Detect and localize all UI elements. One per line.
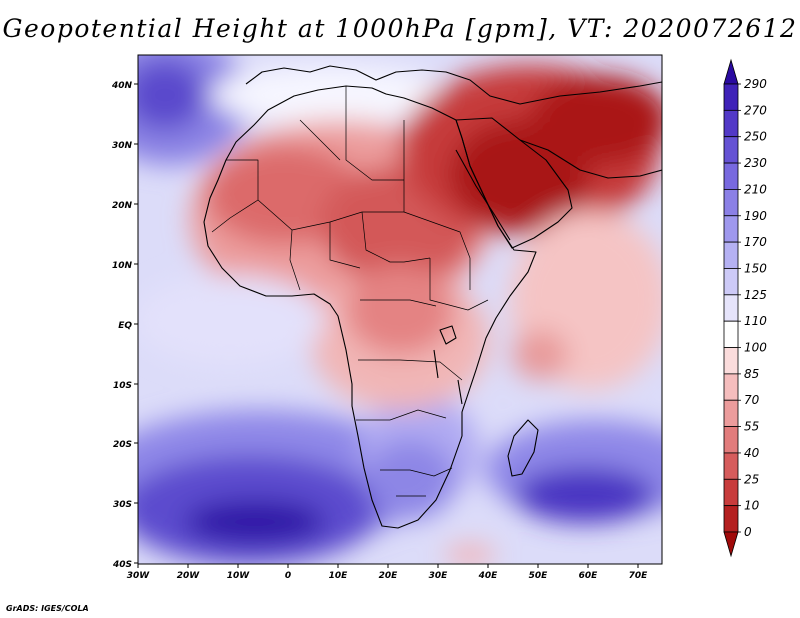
colorbar-label: 70 xyxy=(744,393,760,407)
colorbar-swatch xyxy=(723,215,739,243)
latitude-axis xyxy=(134,83,138,564)
country-borders xyxy=(211,86,489,497)
colorbar-label: 110 xyxy=(744,314,767,328)
map-frame xyxy=(137,54,663,565)
lon-label-70e: 70E xyxy=(629,571,649,581)
colorbar-label: 40 xyxy=(744,446,760,460)
iran-coast xyxy=(519,139,662,179)
lon-label-30e: 30E xyxy=(429,571,449,581)
lake-tanganyika xyxy=(433,349,439,379)
lat-label-10s: 10S xyxy=(113,381,132,391)
colorbar-label: 210 xyxy=(744,182,767,196)
colorbar-max-triangle xyxy=(723,58,739,85)
colorbar-swatch xyxy=(723,109,739,138)
colorbar-swatch xyxy=(723,426,739,454)
madagascar xyxy=(507,419,539,477)
africa-coastline xyxy=(203,85,537,529)
longitude-axis xyxy=(137,564,639,568)
colorbar-swatch xyxy=(723,294,739,322)
lake-victoria xyxy=(439,325,457,345)
colorbar-swatch xyxy=(723,505,739,533)
lon-label-60e: 60E xyxy=(579,571,599,581)
map-title: Geopotential Height at 1000hPa [gpm], VT… xyxy=(2,14,798,43)
grads-credit: GrADS: IGES/COLA xyxy=(6,604,89,613)
lat-label-10n: 10N xyxy=(112,261,133,271)
colorbar-swatch xyxy=(723,452,739,480)
lat-label-30s: 30S xyxy=(113,500,132,510)
height-field xyxy=(138,55,662,564)
lon-label-40e: 40E xyxy=(478,571,499,581)
colorbar-swatch xyxy=(723,136,739,164)
colorbar-label: 190 xyxy=(744,209,767,223)
colorbar-label: 0 xyxy=(744,525,752,539)
europe-coast xyxy=(245,65,662,105)
colorbar-swatch xyxy=(723,241,739,269)
lon-label-10w: 10W xyxy=(227,571,251,581)
colorbar-label: 100 xyxy=(744,341,767,355)
colorbar-label: 150 xyxy=(744,261,767,275)
lat-label-40n: 40N xyxy=(111,81,133,91)
lon-label-50e: 50E xyxy=(529,571,549,581)
colorbar-label: 25 xyxy=(744,472,759,486)
colorbar-label: 10 xyxy=(744,499,760,513)
colorbar-swatch xyxy=(723,268,739,296)
lat-label-30n: 30N xyxy=(112,141,133,151)
coastlines xyxy=(203,65,662,529)
lon-label-20e: 20E xyxy=(379,571,399,581)
colorbar-label: 290 xyxy=(744,77,767,91)
red-sea xyxy=(455,149,511,241)
lat-label-40s: 40S xyxy=(112,560,132,570)
colorbar-min-triangle xyxy=(723,531,739,558)
colorbar-swatch xyxy=(723,478,739,507)
colorbar-swatch xyxy=(723,347,739,375)
lat-label-eq: EQ xyxy=(118,321,132,331)
colorbar: 2902702502302101901701501251101008570554… xyxy=(723,58,767,558)
lake-malawi xyxy=(457,379,463,405)
colorbar-swatch xyxy=(723,162,739,190)
colorbar-swatch xyxy=(723,399,739,427)
lon-label-0: 0 xyxy=(285,571,291,581)
colorbar-swatch xyxy=(723,189,739,217)
arabian-peninsula xyxy=(455,117,573,249)
colorbar-swatch xyxy=(723,83,739,111)
colorbar-label: 250 xyxy=(744,130,767,144)
colorbar-label: 85 xyxy=(744,367,759,381)
colorbar-swatch xyxy=(723,373,739,401)
lon-label-10e: 10E xyxy=(329,571,349,581)
colorbar-label: 270 xyxy=(744,103,767,117)
lon-label-30w: 30W xyxy=(127,571,151,581)
lat-label-20s: 20S xyxy=(113,440,132,450)
colorbar-label: 170 xyxy=(744,235,767,249)
colorbar-label: 125 xyxy=(744,288,767,302)
colorbar-swatch xyxy=(723,320,739,348)
colorbar-label: 55 xyxy=(744,420,759,434)
colorbar-label: 230 xyxy=(744,156,767,170)
lat-label-20n: 20N xyxy=(112,201,133,211)
lon-label-20w: 20W xyxy=(177,571,201,581)
